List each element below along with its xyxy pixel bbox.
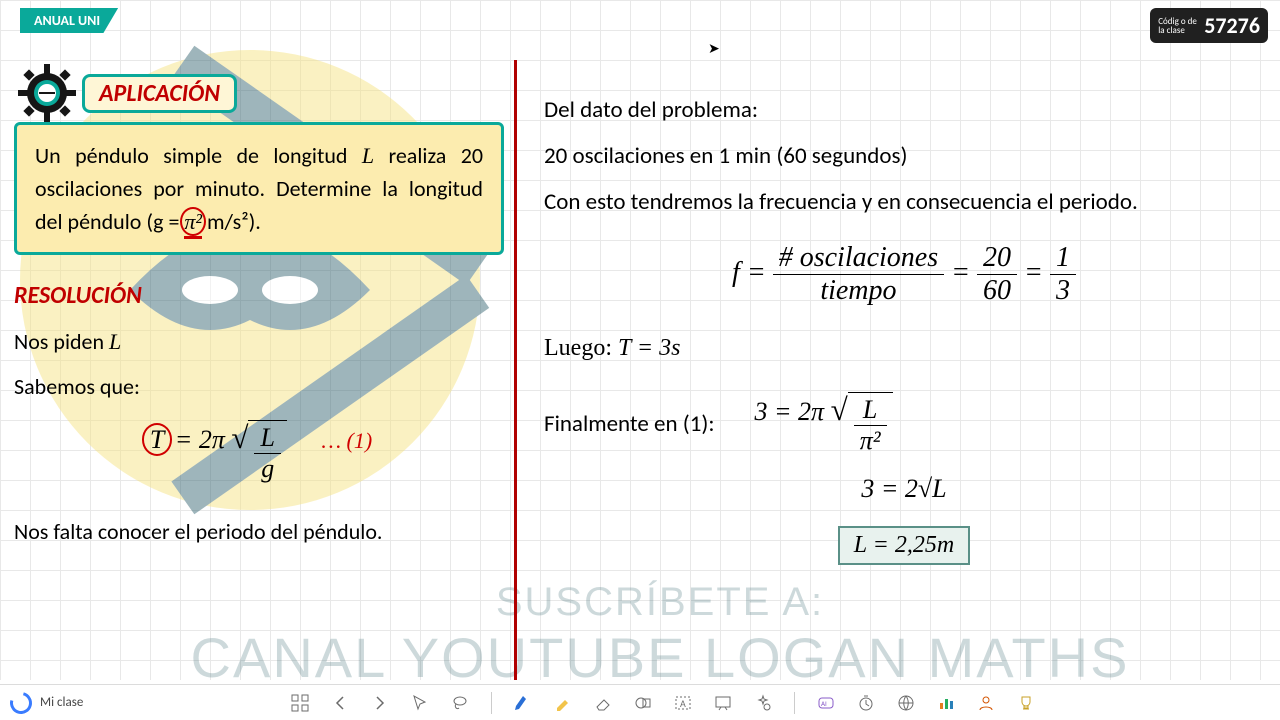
forward-icon[interactable] <box>371 694 389 712</box>
text-icon[interactable]: A <box>674 694 692 712</box>
right-column: Del dato del problema: 20 oscilaciones e… <box>544 78 1264 565</box>
mouse-cursor-icon: ➤ <box>708 40 720 57</box>
taskbar: Mi clase A AI <box>0 684 1280 720</box>
toolbar: A AI <box>291 692 1035 714</box>
pen-icon[interactable] <box>514 694 532 712</box>
class-code-value: 57276 <box>1204 12 1260 39</box>
final-row: Finalmente en (1): 3 = 2π √ Lπ² <box>544 392 1264 456</box>
answer-box: L = 2,25m <box>838 526 970 565</box>
globe-icon[interactable] <box>897 694 915 712</box>
ask-line: Nos piden L <box>14 328 504 355</box>
answer-row: L = 2,25m <box>544 526 1264 565</box>
know-line: Sabemos que: <box>14 373 504 400</box>
eraser-icon[interactable] <box>594 694 612 712</box>
equation-3: 3 = 2√L <box>544 474 1264 504</box>
svg-text:A: A <box>680 697 686 710</box>
magic-icon[interactable] <box>754 694 772 712</box>
resolution-title: RESOLUCIÓN <box>14 281 504 310</box>
shapes-icon[interactable] <box>634 694 652 712</box>
gear-icon <box>18 64 76 127</box>
apps-icon[interactable] <box>291 694 309 712</box>
equation-1: T = 2π √ Lg … (1) <box>14 420 504 484</box>
back-icon[interactable] <box>331 694 349 712</box>
board-icon[interactable] <box>714 694 732 712</box>
chart-icon[interactable] <box>937 694 955 712</box>
data-line-3: Con esto tendremos la frecuencia y en co… <box>544 188 1264 216</box>
problem-statement: Un péndulo simple de longitud L realiza … <box>14 122 504 255</box>
period-line: Luego: T = 3s <box>544 335 1264 362</box>
section-header: APLICACIÓN <box>82 74 237 113</box>
need-period-line: Nos falta conocer el periodo del péndulo… <box>14 518 504 545</box>
vertical-divider <box>514 60 517 680</box>
slide-content: APLICACIÓN Un péndulo simple de longitud… <box>14 30 1264 670</box>
data-line-2: 20 oscilaciones en 1 min (60 segundos) <box>544 142 1264 170</box>
lasso-icon[interactable] <box>451 694 469 712</box>
class-code-box: Códig o de la clase 57276 <box>1150 8 1268 43</box>
taskbar-label: Mi clase <box>40 695 83 710</box>
frequency-equation: f = # oscilacionestiempo = 2060 = 13 <box>544 242 1264 307</box>
app-logo-icon[interactable] <box>6 687 36 717</box>
timer-icon[interactable] <box>857 694 875 712</box>
highlighter-icon[interactable] <box>554 694 572 712</box>
class-code-label: Códig o de la clase <box>1158 17 1198 35</box>
person-icon[interactable] <box>977 694 995 712</box>
svg-text:AI: AI <box>821 699 827 708</box>
course-badge: ANUAL UNI <box>20 8 118 33</box>
data-line-1: Del dato del problema: <box>544 96 1264 124</box>
trophy-icon[interactable] <box>1017 694 1035 712</box>
pointer-icon[interactable] <box>411 694 429 712</box>
ai-icon[interactable]: AI <box>817 694 835 712</box>
left-column: APLICACIÓN Un péndulo simple de longitud… <box>14 70 504 545</box>
